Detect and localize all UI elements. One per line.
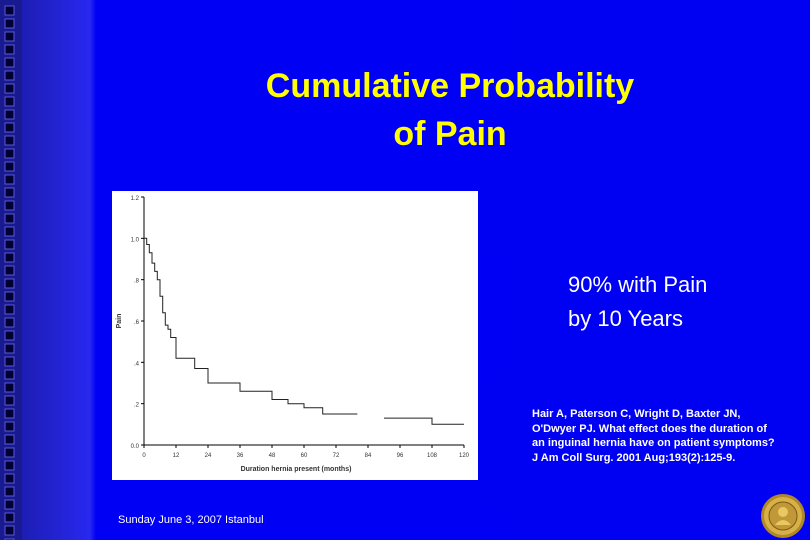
pattern-square <box>4 213 15 224</box>
pattern-square <box>4 122 15 133</box>
annotation-line-1: 90% with Pain <box>568 272 708 297</box>
pattern-square <box>4 291 15 302</box>
pattern-square <box>4 5 15 16</box>
pattern-square <box>4 317 15 328</box>
x-tick-label: 12 <box>173 453 180 459</box>
pattern-square <box>4 148 15 159</box>
pattern-square <box>4 278 15 289</box>
y-tick-label: .8 <box>134 279 140 285</box>
pattern-square <box>4 447 15 458</box>
y-tick-label: .4 <box>134 361 140 367</box>
x-tick-label: 120 <box>459 453 470 459</box>
x-tick-label: 48 <box>269 453 276 459</box>
pattern-square <box>4 252 15 263</box>
gold-seal-icon <box>761 494 805 538</box>
pattern-square <box>4 135 15 146</box>
pattern-square <box>4 96 15 107</box>
chart-svg: 0.0 .2 .4 .6 .8 1.0 1.2 0 12 24 36 48 60 72 84 96 108 120… <box>116 196 470 473</box>
series-line-2 <box>384 417 464 425</box>
annotation: 90% with Pain by 10 Years <box>568 268 707 336</box>
x-tick-label: 24 <box>205 453 212 459</box>
citation-line-3: an inguinal hernia have on patient sympt… <box>532 437 775 449</box>
pattern-square <box>4 434 15 445</box>
pattern-square <box>4 239 15 250</box>
citation: Hair A, Paterson C, Wright D, Baxter JN,… <box>532 407 775 465</box>
pattern-square <box>4 499 15 510</box>
pattern-square <box>4 369 15 380</box>
title-line-2: of Pain <box>393 115 507 153</box>
y-tick-label: 1.2 <box>131 196 140 202</box>
pattern-square <box>4 395 15 406</box>
left-square-pattern <box>0 0 22 540</box>
y-tick-label: 1.0 <box>131 237 140 243</box>
annotation-line-2: by 10 Years <box>568 306 683 331</box>
pattern-square <box>4 512 15 523</box>
pattern-square <box>4 109 15 120</box>
pattern-square <box>4 18 15 29</box>
citation-line-2: O'Dwyer PJ. What effect does the duratio… <box>532 422 767 435</box>
y-tick-label: .2 <box>134 403 140 409</box>
pattern-square <box>4 226 15 237</box>
pattern-square <box>4 200 15 211</box>
pattern-square <box>4 265 15 276</box>
pattern-square <box>4 486 15 497</box>
x-tick-label: 36 <box>237 453 244 459</box>
citation-line-1: Hair A, Paterson C, Wright D, Baxter JN, <box>532 408 741 420</box>
series-line-1 <box>144 237 358 415</box>
pattern-square <box>4 473 15 484</box>
pattern-square <box>4 408 15 419</box>
pattern-square <box>4 330 15 341</box>
pattern-square <box>4 57 15 68</box>
y-tick-label: 0.0 <box>131 444 140 450</box>
footer-date: Sunday June 3, 2007 Istanbul <box>118 514 264 526</box>
x-tick-label: 108 <box>427 453 438 459</box>
pattern-square <box>4 187 15 198</box>
y-tick-label: .6 <box>134 320 140 326</box>
pattern-square <box>4 44 15 55</box>
survival-chart: 0.0 .2 .4 .6 .8 1.0 1.2 0 12 24 36 48 60 72 84 96 108 120… <box>112 191 478 480</box>
page-title: Cumulative Probability of Pain <box>150 62 750 158</box>
pattern-square <box>4 70 15 81</box>
square-pattern-icon <box>4 5 15 540</box>
pattern-square <box>4 31 15 42</box>
pattern-square <box>4 161 15 172</box>
x-tick-label: 72 <box>333 453 340 459</box>
x-tick-label: 60 <box>301 453 308 459</box>
citation-line-4: J Am Coll Surg. 2001 Aug;193(2):125-9. <box>532 451 736 464</box>
pattern-square <box>4 356 15 367</box>
x-tick-label: 84 <box>365 453 372 459</box>
pattern-square <box>4 460 15 471</box>
pattern-square <box>4 83 15 94</box>
pattern-square <box>4 174 15 185</box>
x-tick-label: 0 <box>142 453 146 459</box>
pattern-square <box>4 421 15 432</box>
x-tick-label: 96 <box>397 453 404 459</box>
pattern-square <box>4 525 15 536</box>
x-axis-label: Duration hernia present (months) <box>241 466 352 473</box>
y-axis-label: Pain <box>116 314 123 329</box>
pattern-square <box>4 343 15 354</box>
pattern-square <box>4 382 15 393</box>
title-line-1: Cumulative Probability <box>265 67 635 105</box>
pattern-square <box>4 304 15 315</box>
